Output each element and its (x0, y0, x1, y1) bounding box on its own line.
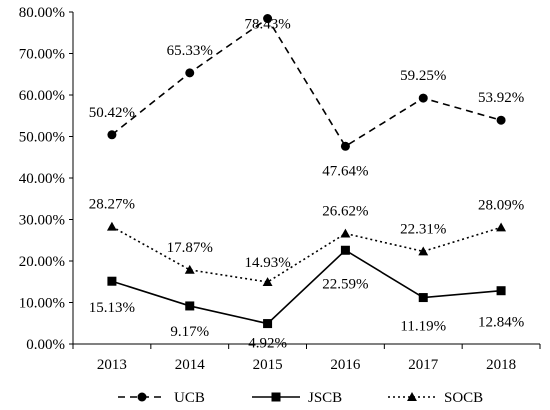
data-label-jscb: 12.84% (478, 315, 524, 331)
data-label-jscb: 11.19% (400, 319, 446, 335)
data-label-jscb: 9.17% (170, 324, 209, 340)
data-point-jscb (418, 293, 428, 303)
y-tick-label: 80.00% (19, 5, 65, 21)
x-tick-label: 2016 (330, 357, 361, 373)
data-label-ucb: 50.42% (89, 105, 135, 121)
data-point-ucb (418, 93, 428, 103)
x-tick-label: 2018 (486, 357, 516, 373)
x-tick-label: 2017 (408, 357, 439, 373)
data-label-jscb: 22.59% (322, 276, 368, 292)
y-tick-label: 20.00% (19, 254, 65, 270)
data-point-ucb (185, 68, 195, 78)
chart-axes: 0.00% 10.00% 20.00% 30.00% 40.00% 50.00% 60.00… (19, 5, 541, 373)
data-point-jscb (263, 319, 273, 329)
data-label-socb: 14.93% (244, 255, 290, 271)
legend-label-ucb: UCB (174, 390, 205, 406)
data-label-socb: 26.62% (322, 204, 368, 220)
data-point-ucb (496, 115, 506, 125)
data-label-jscb: 4.92% (248, 336, 287, 352)
y-tick-label: 30.00% (19, 213, 65, 229)
y-tick-label: 0.00% (26, 337, 65, 353)
y-tick-label: 60.00% (19, 88, 65, 104)
data-point-socb (184, 264, 195, 274)
x-tick-label: 2013 (97, 357, 127, 373)
chart-series (106, 14, 507, 329)
data-label-socb: 28.27% (89, 197, 135, 213)
y-tick-label: 70.00% (19, 47, 65, 63)
data-label-ucb: 78.43% (244, 17, 290, 33)
legend-label-socb: SOCB (444, 390, 483, 406)
data-label-jscb: 15.13% (89, 300, 135, 316)
data-label-ucb: 47.64% (322, 163, 368, 179)
series-line-jscb (111, 249, 502, 325)
data-point-socb (262, 277, 273, 287)
data-point-socb (418, 246, 429, 256)
chart-legend: UCB JSCB SOCB (118, 390, 483, 406)
data-point-jscb (340, 245, 350, 255)
y-tick-label: 50.00% (19, 130, 65, 146)
legend-marker-socb (407, 392, 417, 401)
y-tick-label: 40.00% (19, 171, 65, 187)
data-point-socb (106, 221, 117, 231)
data-label-ucb: 59.25% (400, 68, 446, 84)
x-tick-label: 2014 (175, 357, 206, 373)
data-label-ucb: 65.33% (167, 43, 213, 59)
data-point-ucb (340, 141, 350, 151)
data-point-socb (340, 228, 351, 238)
data-point-socb (496, 222, 507, 232)
data-label-socb: 28.09% (478, 197, 524, 213)
x-tick-label: 2015 (253, 357, 283, 373)
series-line-ucb (111, 17, 502, 148)
legend-label-jscb: JSCB (308, 390, 342, 406)
legend-marker-ucb (137, 392, 147, 402)
data-label-socb: 22.31% (400, 221, 446, 237)
data-label-socb: 17.87% (167, 240, 213, 256)
data-point-jscb (185, 301, 195, 311)
data-point-jscb (496, 286, 506, 296)
chart-data-labels: 50.42% 65.33% 78.43% 47.64% 59.25% 53.92% 15.1… (89, 17, 524, 352)
data-point-ucb (107, 130, 117, 140)
data-point-jscb (107, 276, 117, 286)
data-point-ucb (263, 14, 273, 24)
data-label-ucb: 53.92% (478, 90, 524, 106)
legend-marker-jscb (271, 392, 281, 402)
y-tick-label: 10.00% (19, 296, 65, 312)
